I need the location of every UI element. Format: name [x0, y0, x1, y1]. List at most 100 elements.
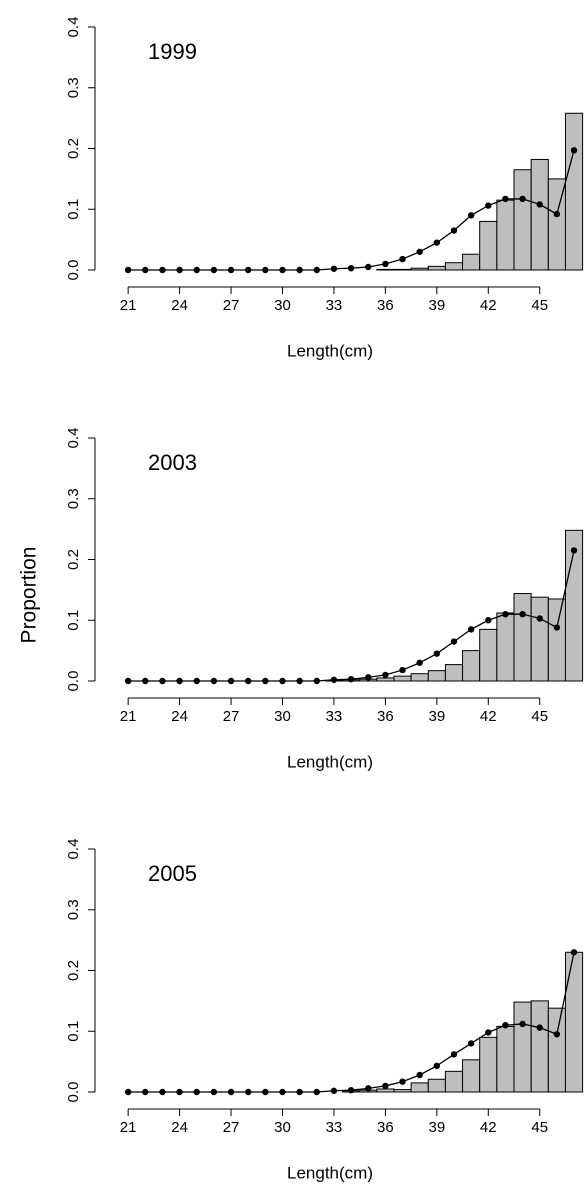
y-tick-label: 0.2 — [65, 960, 82, 981]
point — [382, 260, 389, 268]
point — [502, 195, 509, 203]
point — [553, 1031, 561, 1038]
x-tick-label: 39 — [428, 297, 445, 314]
y-tick-label: 0.1 — [65, 199, 82, 220]
x-tick-label: 39 — [428, 1119, 445, 1136]
point — [142, 1088, 149, 1096]
x-axis-label: Length(cm) — [287, 752, 373, 771]
point — [176, 677, 183, 685]
point — [159, 677, 166, 685]
bar — [479, 1036, 498, 1093]
point — [365, 674, 372, 681]
point — [330, 676, 338, 683]
bar — [427, 265, 446, 271]
y-tick-label: 0.3 — [65, 899, 82, 920]
point — [262, 1088, 269, 1096]
bar — [444, 664, 464, 682]
x-axis-label: Length(cm) — [287, 1163, 373, 1182]
point — [519, 610, 526, 618]
y-tick-label: 0.2 — [65, 138, 82, 159]
bar — [393, 268, 412, 271]
point — [193, 266, 200, 274]
x-tick-label: 21 — [120, 708, 137, 725]
point — [485, 617, 492, 624]
x-tick-label: 27 — [223, 708, 240, 725]
point — [450, 1051, 458, 1058]
point — [279, 677, 286, 685]
point — [347, 675, 355, 683]
bar — [564, 951, 584, 1093]
bar — [496, 199, 515, 271]
panel-title: 2003 — [148, 450, 197, 475]
point — [450, 638, 458, 645]
x-tick-label: 36 — [377, 708, 394, 725]
point — [124, 1088, 132, 1096]
x-tick-label: 27 — [223, 1119, 240, 1136]
y-tick-label: 0.1 — [65, 610, 82, 631]
x-tick-label: 27 — [223, 297, 240, 314]
point — [193, 1088, 200, 1096]
bar — [462, 650, 481, 682]
bar — [462, 1059, 481, 1093]
y-tick-label: 0.3 — [65, 77, 82, 98]
y-axis-label: Proportion — [18, 547, 41, 644]
bar — [410, 673, 429, 682]
point — [536, 615, 543, 622]
bar — [376, 677, 395, 682]
point — [159, 1088, 166, 1096]
point — [485, 1029, 492, 1036]
point — [313, 266, 320, 274]
point — [433, 1062, 441, 1070]
x-tick-label: 33 — [326, 1119, 343, 1136]
point — [330, 1087, 338, 1094]
point — [330, 265, 338, 272]
x-tick-label: 36 — [377, 297, 394, 314]
point — [570, 547, 578, 554]
point — [210, 1088, 218, 1096]
bar — [444, 1070, 464, 1093]
point — [467, 212, 475, 219]
point — [296, 677, 303, 685]
point — [536, 201, 543, 208]
point — [570, 949, 578, 956]
y-tick-label: 0.0 — [65, 1082, 82, 1103]
point — [519, 1020, 526, 1028]
point — [382, 1082, 389, 1090]
point — [193, 677, 200, 685]
point — [399, 255, 406, 263]
bar — [547, 1007, 566, 1093]
point — [210, 266, 218, 274]
bar — [376, 268, 395, 271]
point — [553, 210, 561, 218]
point — [227, 677, 235, 685]
x-tick-label: 30 — [274, 708, 291, 725]
y-tick-label: 0.1 — [65, 1021, 82, 1042]
bar — [496, 612, 515, 682]
point — [279, 1088, 286, 1096]
point — [142, 677, 149, 685]
point — [399, 666, 406, 674]
bar — [410, 267, 429, 271]
point — [502, 1021, 509, 1029]
bar — [444, 262, 464, 271]
point — [347, 1086, 355, 1094]
x-tick-label: 45 — [531, 297, 548, 314]
panel-title: 2005 — [148, 861, 197, 886]
point — [176, 266, 183, 274]
point — [416, 248, 423, 255]
point — [244, 266, 252, 274]
point — [416, 1071, 423, 1079]
y-tick-label: 0.0 — [65, 671, 82, 692]
bar — [427, 1078, 446, 1093]
point — [450, 227, 458, 234]
point — [467, 1040, 475, 1047]
x-tick-label: 33 — [326, 708, 343, 725]
point — [313, 677, 320, 685]
bar — [513, 169, 532, 271]
point — [244, 677, 252, 685]
point — [279, 266, 286, 274]
bar — [479, 220, 498, 271]
point — [159, 266, 166, 274]
point — [365, 1085, 372, 1092]
